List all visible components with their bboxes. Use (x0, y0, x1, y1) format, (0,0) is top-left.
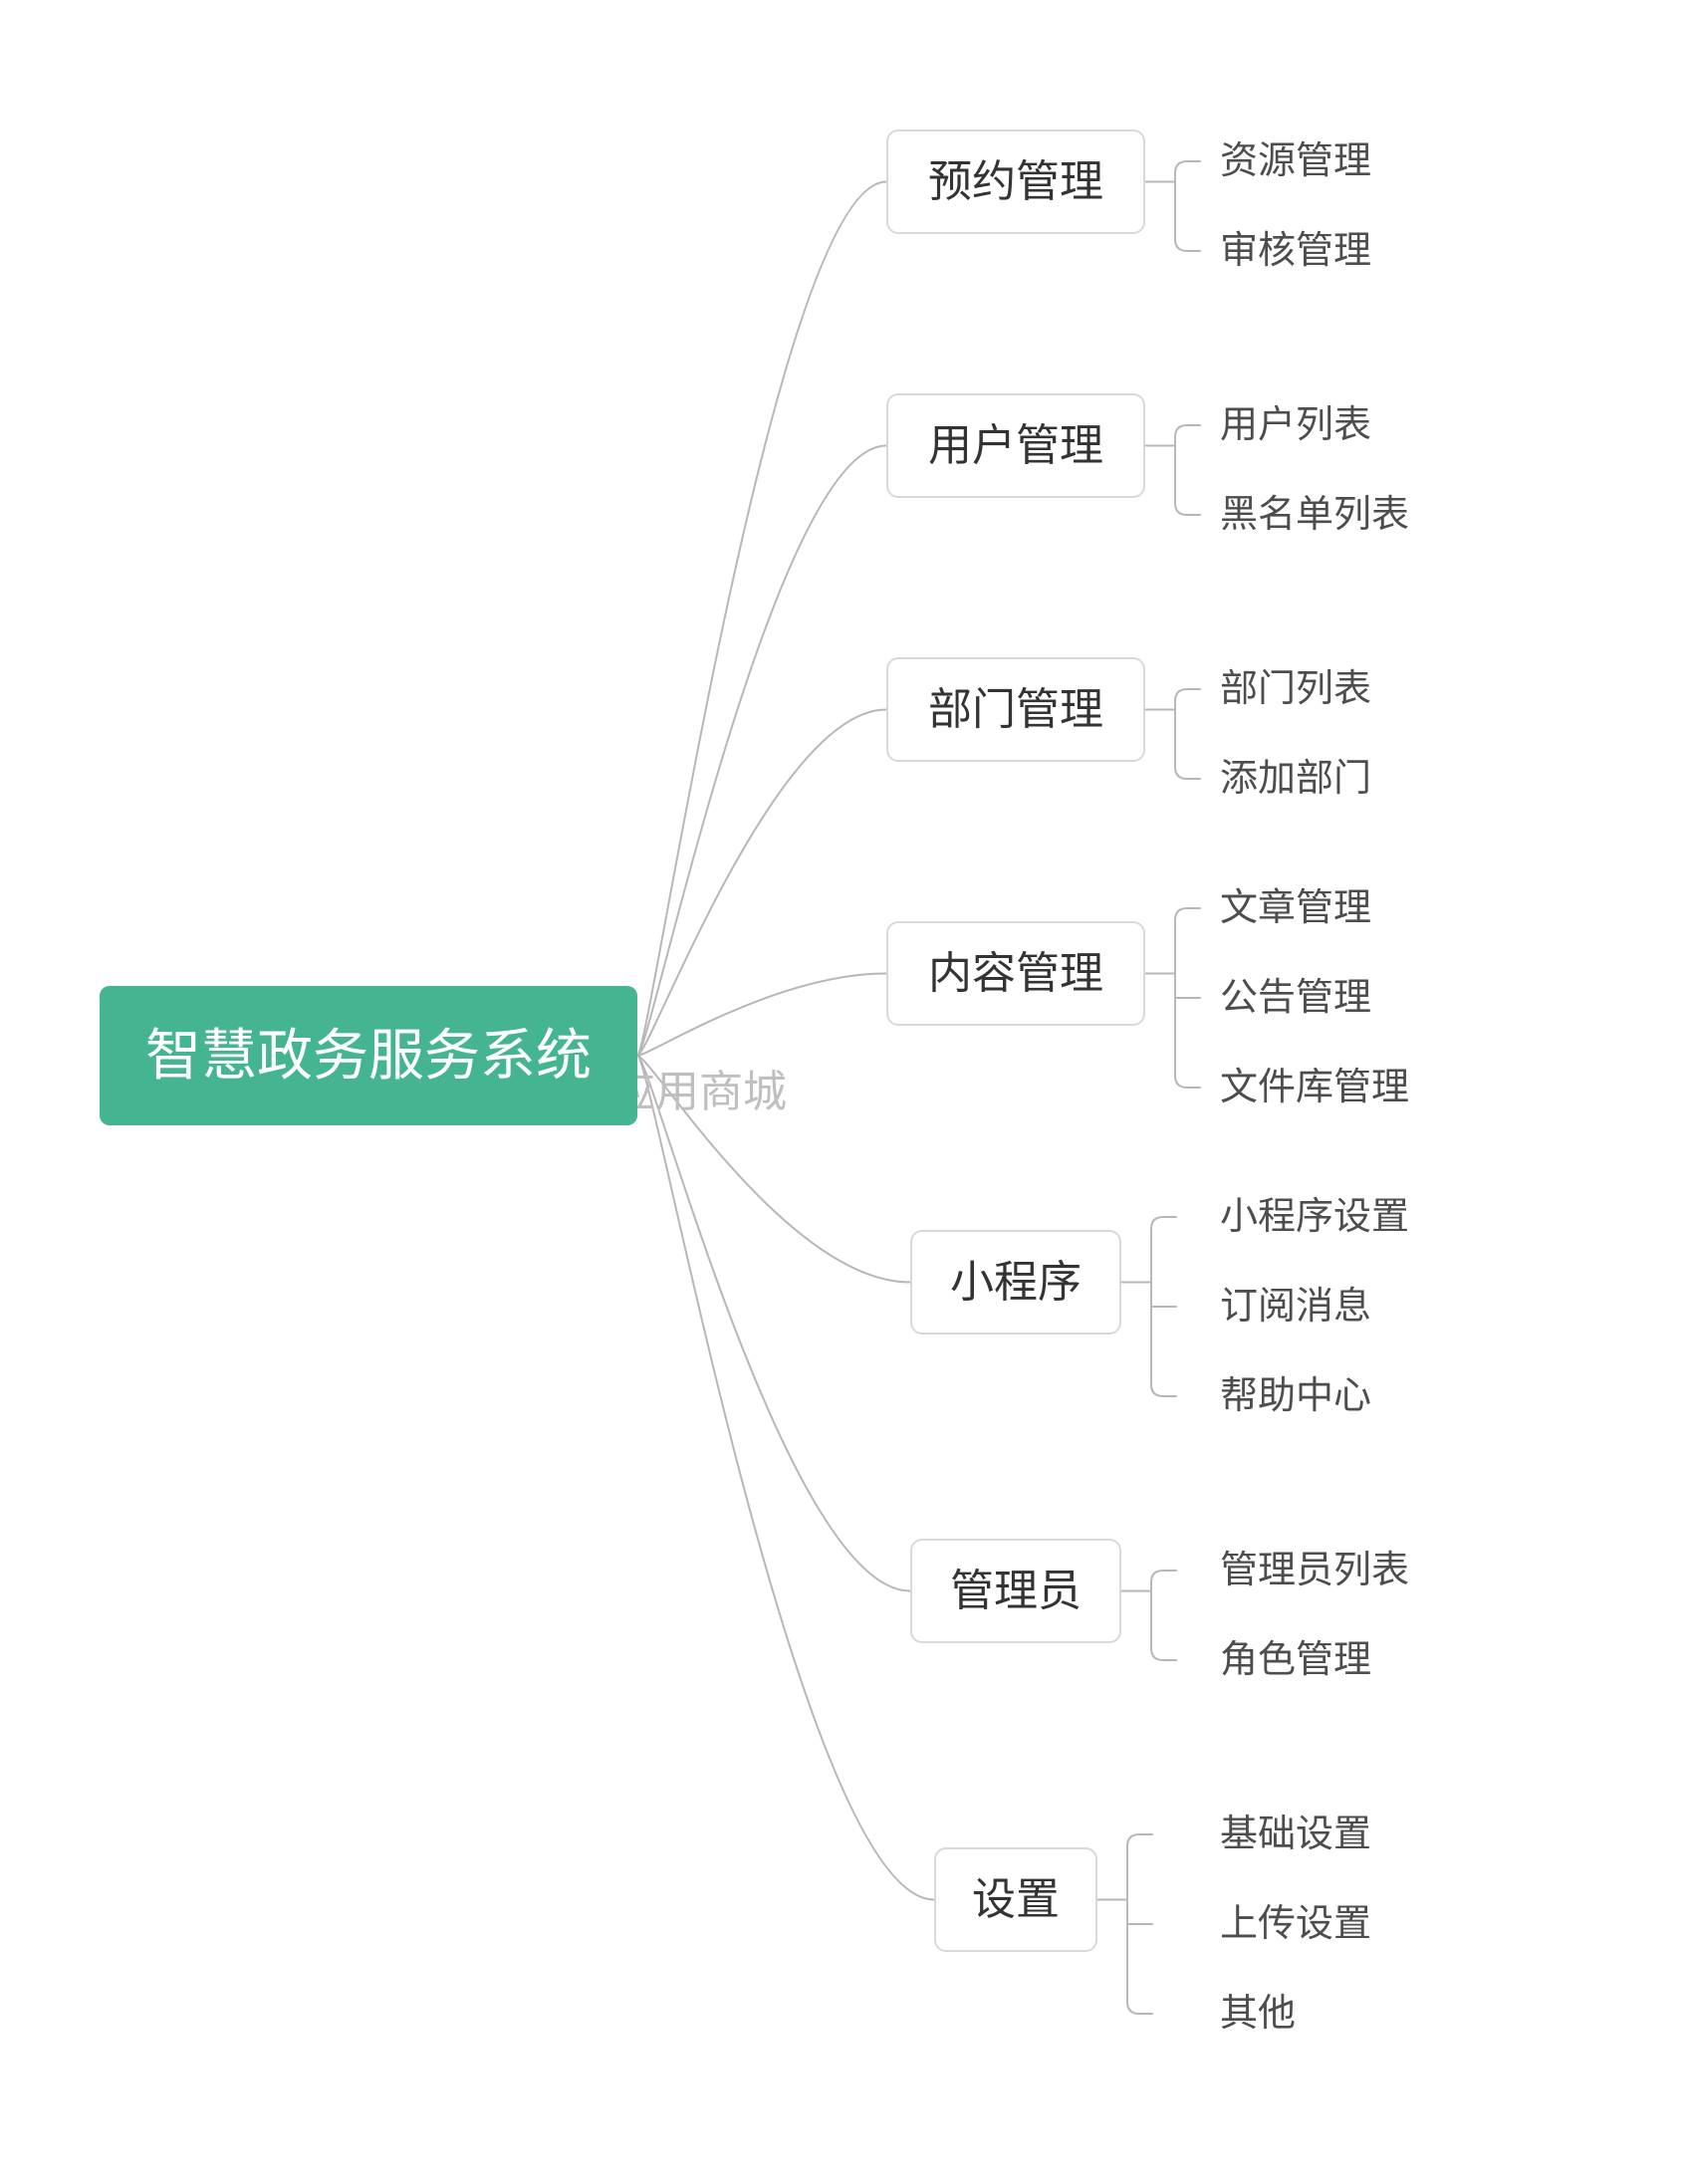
leaf-node: 帮助中心 (1220, 1374, 1371, 1418)
leaf-node: 用户列表 (1220, 403, 1371, 447)
leaf-node: 文件库管理 (1220, 1066, 1409, 1109)
branch-node: 管理员 (910, 1539, 1121, 1643)
branch-node: 内容管理 (886, 921, 1145, 1026)
branch-node: 用户管理 (886, 393, 1145, 498)
branch-node: 设置 (934, 1847, 1097, 1952)
leaf-node: 资源管理 (1220, 139, 1371, 183)
leaf-node: 上传设置 (1220, 1902, 1371, 1946)
leaf-node: 部门列表 (1220, 667, 1371, 711)
leaf-node: 小程序设置 (1220, 1195, 1409, 1239)
leaf-node: 黑名单列表 (1220, 493, 1409, 537)
leaf-node: 公告管理 (1220, 976, 1371, 1020)
branch-node: 部门管理 (886, 657, 1145, 762)
leaf-node: 文章管理 (1220, 886, 1371, 930)
leaf-node: 其他 (1220, 1992, 1296, 2036)
branch-node: 小程序 (910, 1230, 1121, 1335)
leaf-node: 角色管理 (1220, 1638, 1371, 1682)
leaf-node: 管理员列表 (1220, 1549, 1409, 1592)
leaf-node: 添加部门 (1220, 757, 1371, 801)
branch-node: 预约管理 (886, 129, 1145, 234)
leaf-node: 审核管理 (1220, 229, 1371, 273)
leaf-node: 订阅消息 (1220, 1285, 1371, 1329)
mindmap-canvas: 擎应用商城智慧政务服务系统预约管理资源管理审核管理用户管理用户列表黑名单列表部门… (0, 0, 1688, 2184)
leaf-node: 基础设置 (1220, 1813, 1371, 1856)
root-node: 智慧政务服务系统 (100, 986, 637, 1125)
